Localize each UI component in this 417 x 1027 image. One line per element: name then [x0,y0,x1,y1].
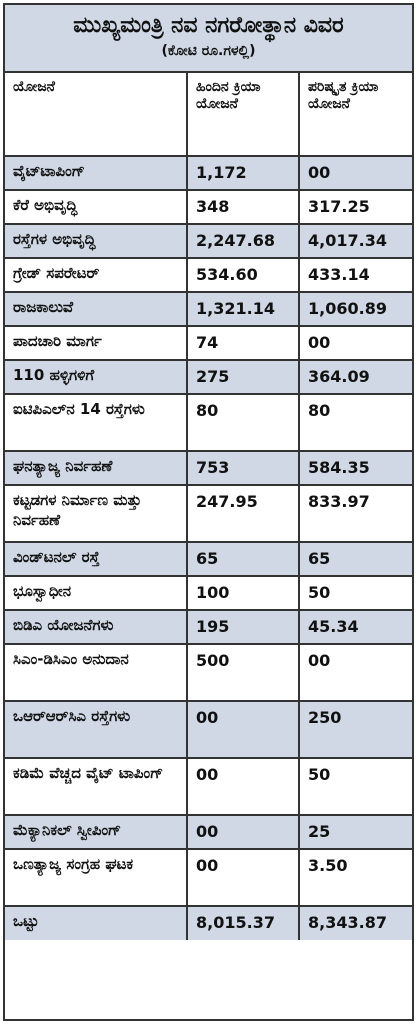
revised-value: 50 [298,757,412,816]
revised-value: 3.50 [298,848,412,907]
previous-total: 8,015.37 [186,905,300,940]
table-row: ಒಆರ್‌ಆರ್‌ಸಿಎ ರಸ್ತೆಗಳು 00 250 [5,700,412,759]
scheme-name: ಕಡಿಮೆ ವೆಚ್ಚದ ವೈಟ್ ಟಾಪಿಂಗ್ [5,757,188,816]
revised-value: 317.25 [298,189,412,225]
table-card: ಮುಖ್ಯಮಂತ್ರಿ ನವ ನಗರೋತ್ಥಾನ ವಿವರ (ಕೋಟಿ ರೂ.ಗ… [3,3,414,1021]
scheme-name: ಗ್ರೇಡ್ ಸಪರೇಟರ್ [5,257,188,293]
previous-value: 348 [186,189,300,225]
table-unit-subtitle: (ಕೋಟಿ ರೂ.ಗಳಲ್ಲಿ) [161,43,256,59]
scheme-name: ಪಾದಚಾರಿ ಮಾರ್ಗ [5,325,188,361]
revised-value: 433.14 [298,257,412,293]
previous-value: 65 [186,541,300,577]
revised-value: 45.34 [298,609,412,645]
revised-value: 584.35 [298,450,412,486]
previous-value: 534.60 [186,257,300,293]
table-row: ಒಣತ್ಯಾಜ್ಯ ಸಂಗ್ರಹ ಘಟಕ 00 3.50 [5,848,412,907]
previous-value: 80 [186,393,300,452]
table-row: ಮೆಕ್ಯಾನಿಕಲ್ ಸ್ವೀಪಿಂಗ್ 00 25 [5,814,412,850]
previous-value: 00 [186,757,300,816]
scheme-name: ವೈಟ್‌ಟಾಪಿಂಗ್ [5,155,188,191]
table-row: ಭೂಸ್ವಾಧೀನ 100 50 [5,575,412,611]
table-title: ಮುಖ್ಯಮಂತ್ರಿ ನವ ನಗರೋತ್ಥಾನ ವಿವರ [73,13,344,38]
header-previous-plan: ಹಿಂದಿನ ಕ್ರಿಯಾ ಯೋಜನೆ [186,73,300,157]
previous-value: 247.95 [186,484,300,543]
scheme-name: 110 ಹಳ್ಳಿಗಳಿಗೆ [5,359,188,395]
previous-value: 00 [186,814,300,850]
revised-value: 00 [298,643,412,702]
revised-value: 80 [298,393,412,452]
table-row: ಪಾದಚಾರಿ ಮಾರ್ಗ 74 00 [5,325,412,361]
revised-value: 4,017.34 [298,223,412,259]
previous-value: 275 [186,359,300,395]
table-row: ಬಿಡಿಎ ಯೋಜನೆಗಳು 195 45.34 [5,609,412,645]
revised-total: 8,343.87 [298,905,412,940]
table-row: ಕೆರೆ ಅಭಿವೃದ್ಧಿ 348 317.25 [5,189,412,225]
table-row: ಸಿಎಂ-ಡಿಸಿಎಂ ಅನುದಾನ 500 00 [5,643,412,702]
title-block: ಮುಖ್ಯಮಂತ್ರಿ ನವ ನಗರೋತ್ಥಾನ ವಿವರ (ಕೋಟಿ ರೂ.ಗ… [5,5,412,73]
scheme-name: ಐಟಿಪಿಎಲ್‌ನ 14 ರಸ್ತೆಗಳು [5,393,188,452]
table-row: ಐಟಿಪಿಎಲ್‌ನ 14 ರಸ್ತೆಗಳು 80 80 [5,393,412,452]
revised-value: 25 [298,814,412,850]
revised-value: 00 [298,155,412,191]
scheme-name: ರಸ್ತೆಗಳ ಅಭಿವೃದ್ಧಿ [5,223,188,259]
previous-value: 753 [186,450,300,486]
header-row: ಯೋಜನೆ ಹಿಂದಿನ ಕ್ರಿಯಾ ಯೋಜನೆ ಪರಿಷ್ಕೃತ ಕ್ರಿಯ… [5,73,412,157]
header-revised-plan: ಪರಿಷ್ಕೃತ ಕ್ರಿಯಾ ಯೋಜನೆ [298,73,412,157]
scheme-name: ಕೆರೆ ಅಭಿವೃದ್ಧಿ [5,189,188,225]
previous-value: 00 [186,700,300,759]
scheme-name: ಬಿಡಿಎ ಯೋಜನೆಗಳು [5,609,188,645]
table-row-total: ಒಟ್ಟು 8,015.37 8,343.87 [5,905,412,940]
previous-value: 100 [186,575,300,611]
table-row: ಕಡಿಮೆ ವೆಚ್ಚದ ವೈಟ್ ಟಾಪಿಂಗ್ 00 50 [5,757,412,816]
table-row: ರಾಜಕಾಲುವೆ 1,321.14 1,060.89 [5,291,412,327]
previous-value: 500 [186,643,300,702]
scheme-name: ಒಆರ್‌ಆರ್‌ಸಿಎ ರಸ್ತೆಗಳು [5,700,188,759]
scheme-name: ಸಿಎಂ-ಡಿಸಿಎಂ ಅನುದಾನ [5,643,188,702]
scheme-name: ವಿಂಡ್‌ಟನಲ್ ರಸ್ತೆ [5,541,188,577]
revised-value: 1,060.89 [298,291,412,327]
revised-value: 833.97 [298,484,412,543]
scheme-name: ಕಟ್ಟಡಗಳ ನಿರ್ಮಾಣ ಮತ್ತು ನಿರ್ವಹಣೆ [5,484,188,543]
table-row: ಗ್ರೇಡ್ ಸಪರೇಟರ್ 534.60 433.14 [5,257,412,293]
total-label: ಒಟ್ಟು [5,905,188,940]
scheme-name: ಮೆಕ್ಯಾನಿಕಲ್ ಸ್ವೀಪಿಂಗ್ [5,814,188,850]
scheme-name: ಭೂಸ್ವಾಧೀನ [5,575,188,611]
table-row: ರಸ್ತೆಗಳ ಅಭಿವೃದ್ಧಿ 2,247.68 4,017.34 [5,223,412,259]
previous-value: 74 [186,325,300,361]
table-row: ಕಟ್ಟಡಗಳ ನಿರ್ಮಾಣ ಮತ್ತು ನಿರ್ವಹಣೆ 247.95 83… [5,484,412,543]
revised-value: 364.09 [298,359,412,395]
table-row: ಘನತ್ಯಾಜ್ಯ ನಿರ್ವಹಣೆ 753 584.35 [5,450,412,486]
scheme-name: ರಾಜಕಾಲುವೆ [5,291,188,327]
revised-value: 00 [298,325,412,361]
table-row: 110 ಹಳ್ಳಿಗಳಿಗೆ 275 364.09 [5,359,412,395]
table-row: ವಿಂಡ್‌ಟನಲ್ ರಸ್ತೆ 65 65 [5,541,412,577]
revised-value: 250 [298,700,412,759]
scheme-name: ಒಣತ್ಯಾಜ್ಯ ಸಂಗ್ರಹ ಘಟಕ [5,848,188,907]
table-row: ವೈಟ್‌ಟಾಪಿಂಗ್ 1,172 00 [5,155,412,191]
previous-value: 195 [186,609,300,645]
revised-value: 50 [298,575,412,611]
header-scheme: ಯೋಜನೆ [5,73,188,157]
data-table: ಯೋಜನೆ ಹಿಂದಿನ ಕ್ರಿಯಾ ಯೋಜನೆ ಪರಿಷ್ಕೃತ ಕ್ರಿಯ… [5,73,412,940]
previous-value: 2,247.68 [186,223,300,259]
previous-value: 1,321.14 [186,291,300,327]
revised-value: 65 [298,541,412,577]
previous-value: 00 [186,848,300,907]
previous-value: 1,172 [186,155,300,191]
scheme-name: ಘನತ್ಯಾಜ್ಯ ನಿರ್ವಹಣೆ [5,450,188,486]
